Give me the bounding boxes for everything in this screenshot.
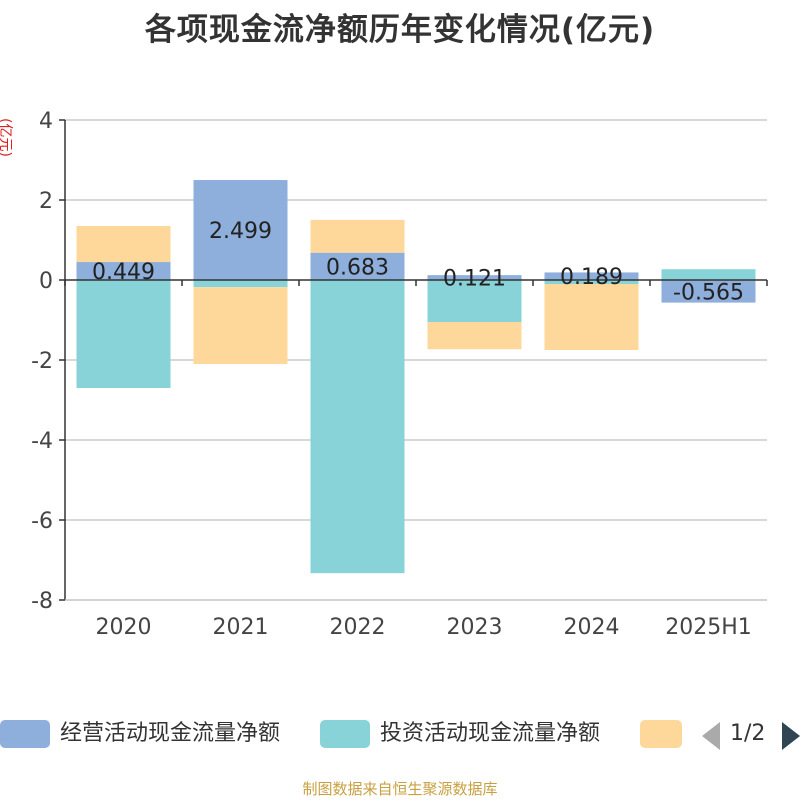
bar-investing[interactable] (544, 280, 639, 284)
x-tick-label: 2022 (330, 615, 386, 640)
y-tick-label: -2 (31, 349, 53, 374)
y-tick-label: 0 (39, 269, 53, 294)
legend-swatch-financing (640, 720, 682, 748)
legend-swatch-investing (320, 720, 370, 748)
legend-prev-page-icon[interactable] (702, 722, 720, 750)
bar-operating[interactable] (310, 252, 405, 280)
y-tick-label: -8 (31, 589, 53, 614)
legend: 经营活动现金流量净额 投资活动现金流量净额 1/2 (0, 712, 800, 756)
y-tick-label: -4 (31, 429, 53, 454)
legend-label-operating: 经营活动现金流量净额 (60, 721, 281, 746)
bar-financing[interactable] (427, 322, 522, 350)
bar-investing[interactable] (76, 280, 171, 388)
y-axis-unit: (亿元) (0, 118, 13, 157)
bar-investing[interactable] (193, 280, 288, 288)
bar-chart: 4 2 0 -2 -4 -6 -8 2020 2021 2022 2023 2024 2025H1 0.4… (31, 109, 768, 640)
y-tick-label: 4 (39, 109, 53, 134)
bar-operating[interactable] (427, 275, 522, 280)
bar-investing[interactable] (310, 280, 405, 574)
bar-operating[interactable] (544, 272, 639, 280)
legend-label-investing: 投资活动现金流量净额 (380, 721, 601, 746)
x-tick-label: 2024 (564, 615, 620, 640)
bar-operating[interactable] (76, 262, 171, 280)
bar-investing[interactable] (427, 280, 522, 322)
legend-page-indicator: 1/2 (730, 721, 766, 746)
legend-swatch-operating (0, 720, 50, 748)
x-tick-label: 2021 (213, 615, 269, 640)
y-tick-label: -6 (31, 509, 53, 534)
bar-investing[interactable] (661, 269, 756, 280)
data-label-operating: 0.683 (326, 255, 389, 280)
data-label-operating: 0.189 (560, 265, 623, 290)
data-label-operating: -0.565 (673, 280, 744, 305)
x-tick-label: 2025H1 (665, 615, 752, 640)
x-tick-label: 2023 (447, 615, 503, 640)
bar-operating[interactable] (193, 180, 288, 280)
bar-financing[interactable] (310, 219, 405, 253)
legend-next-page-icon[interactable] (782, 722, 800, 750)
bar-financing[interactable] (544, 284, 639, 350)
bar-operating[interactable] (661, 280, 756, 303)
data-label-operating: 2.499 (209, 219, 272, 244)
data-label-operating: 0.121 (443, 267, 506, 292)
chart-title: 各项现金流净额历年变化情况(亿元) (144, 12, 656, 48)
y-tick-label: 2 (39, 189, 53, 214)
data-label-operating: 0.449 (92, 260, 155, 285)
bar-financing[interactable] (193, 287, 288, 364)
bar-financing[interactable] (76, 226, 171, 263)
data-source-note: 制图数据来自恒生聚源数据库 (302, 780, 498, 798)
x-tick-label: 2020 (96, 615, 152, 640)
